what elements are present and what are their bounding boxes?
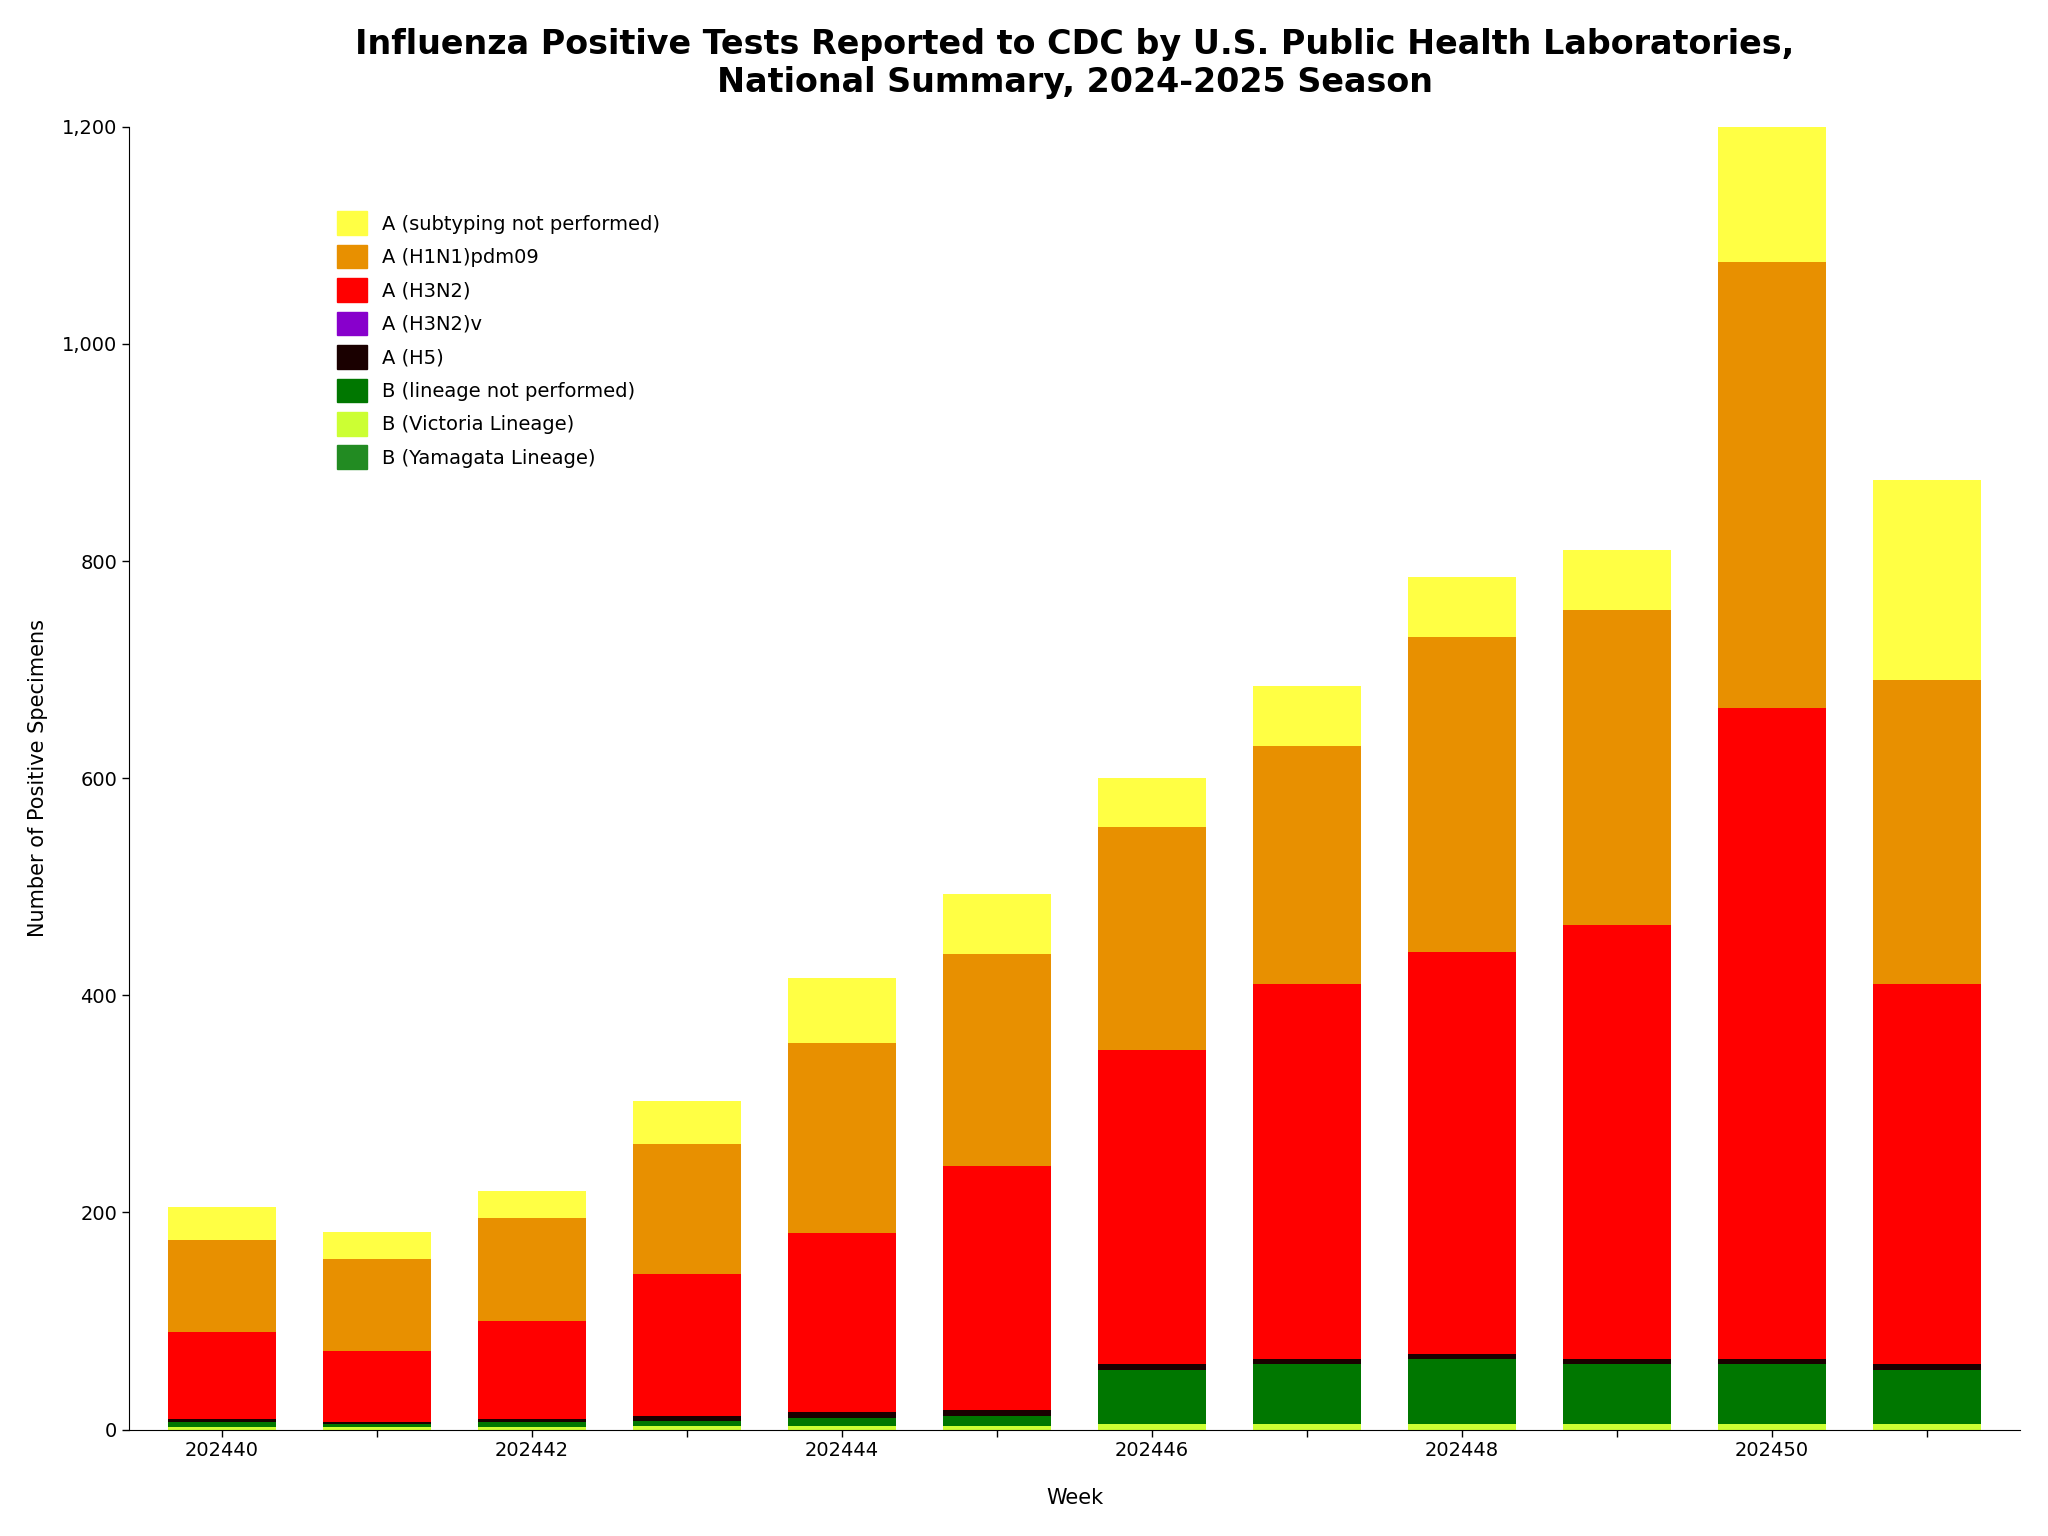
Bar [1874, 680, 1982, 985]
Bar [1407, 1359, 1516, 1424]
Bar [324, 1427, 432, 1430]
Bar [168, 1419, 276, 1422]
Bar [788, 1043, 897, 1233]
Bar [633, 1144, 741, 1275]
Bar [477, 1427, 586, 1430]
Bar [1563, 1364, 1671, 1424]
Bar [1253, 985, 1362, 1359]
Bar [1253, 745, 1362, 985]
Bar [788, 1427, 897, 1430]
Bar [942, 954, 1051, 1166]
Bar [633, 1427, 741, 1430]
Bar [168, 1422, 276, 1427]
Bar [1253, 1424, 1362, 1430]
Y-axis label: Number of Positive Specimens: Number of Positive Specimens [29, 619, 47, 937]
Bar [1563, 550, 1671, 610]
Bar [942, 1416, 1051, 1427]
Bar [477, 1321, 586, 1419]
Bar [324, 1260, 432, 1352]
Bar [168, 1427, 276, 1430]
Bar [477, 1218, 586, 1321]
Bar [788, 1412, 897, 1418]
Bar [1098, 779, 1206, 826]
Bar [168, 1207, 276, 1240]
Bar [942, 1427, 1051, 1430]
Bar [1407, 1353, 1516, 1359]
Bar [324, 1424, 432, 1427]
Bar [1407, 952, 1516, 1353]
Bar [1874, 1364, 1982, 1370]
Bar [1098, 1049, 1206, 1364]
Bar [1253, 1364, 1362, 1424]
Bar [1563, 610, 1671, 925]
Bar [1253, 1359, 1362, 1364]
Bar [1874, 479, 1982, 680]
Bar [1874, 1370, 1982, 1424]
Bar [942, 1166, 1051, 1410]
Bar [1718, 1359, 1827, 1364]
Title: Influenza Positive Tests Reported to CDC by U.S. Public Health Laboratories,
Nat: Influenza Positive Tests Reported to CDC… [354, 28, 1794, 98]
Bar [633, 1101, 741, 1144]
Bar [324, 1352, 432, 1422]
Bar [1718, 1364, 1827, 1424]
Bar [633, 1421, 741, 1427]
Bar [1098, 826, 1206, 1049]
Bar [168, 1332, 276, 1419]
Bar [1718, 1424, 1827, 1430]
Bar [942, 894, 1051, 954]
Bar [1718, 263, 1827, 708]
Bar [1874, 985, 1982, 1364]
Bar [1098, 1370, 1206, 1424]
Bar [633, 1275, 741, 1416]
Bar [1718, 708, 1827, 1359]
Bar [1874, 1424, 1982, 1430]
Bar [1563, 1359, 1671, 1364]
Bar [477, 1422, 586, 1427]
Bar [1098, 1364, 1206, 1370]
Bar [477, 1419, 586, 1422]
Bar [942, 1410, 1051, 1416]
Bar [1718, 121, 1827, 263]
Bar [324, 1232, 432, 1260]
Bar [1407, 637, 1516, 952]
Bar [1407, 578, 1516, 637]
Bar [168, 1240, 276, 1332]
Legend: A (subtyping not performed), A (H1N1)pdm09, A (H3N2), A (H3N2)v, A (H5), B (line: A (subtyping not performed), A (H1N1)pdm… [328, 201, 670, 479]
Bar [788, 978, 897, 1043]
Bar [1407, 1424, 1516, 1430]
Bar [1563, 1424, 1671, 1430]
Bar [633, 1416, 741, 1421]
Bar [1253, 687, 1362, 745]
Bar [788, 1233, 897, 1412]
Bar [788, 1418, 897, 1427]
Bar [1098, 1424, 1206, 1430]
Bar [477, 1190, 586, 1218]
Bar [1563, 925, 1671, 1359]
Bar [324, 1422, 432, 1424]
X-axis label: Week: Week [1047, 1488, 1104, 1508]
